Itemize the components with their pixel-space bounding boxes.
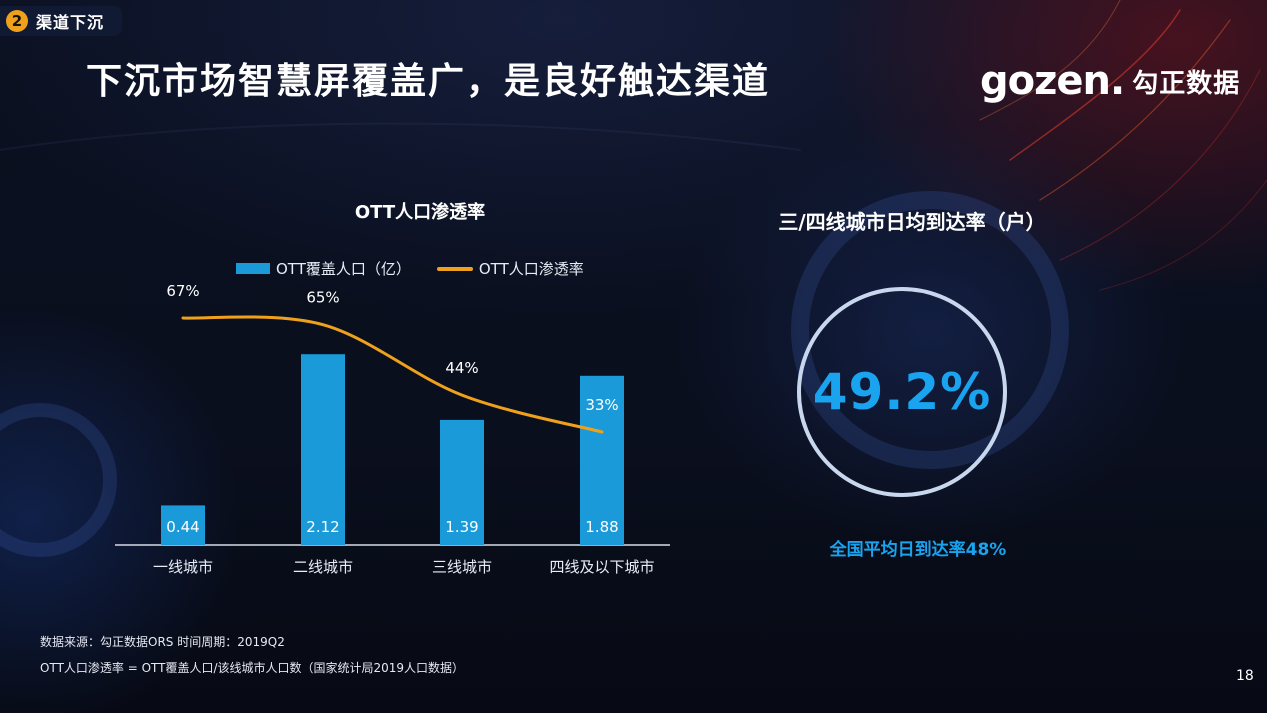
section-label: 渠道下沉 [36, 13, 105, 32]
reach-rate-ring: 49.2% [797, 287, 1007, 497]
x-tick-label: 一线城市 [153, 558, 213, 576]
bar-value-label: 2.12 [306, 518, 339, 536]
page-number: 18 [1236, 668, 1254, 684]
x-tick-label: 四线及以下城市 [549, 558, 654, 576]
bar-value-label: 0.44 [166, 518, 199, 536]
reach-rate-value: 49.2% [812, 363, 992, 421]
bar-1 [161, 505, 205, 545]
logo-mark: gozen. [980, 58, 1125, 104]
penetration-line [181, 315, 604, 434]
legend-line-label: OTT人口渗透率 [478, 260, 584, 278]
logo: gozen. 勾正数据 [980, 58, 1240, 104]
bar-3 [440, 419, 484, 545]
bar-4 [580, 375, 624, 545]
bar-value-label: 1.39 [445, 518, 478, 536]
legend-bar-swatch [236, 263, 270, 274]
logo-text: 勾正数据 [1132, 68, 1241, 99]
national-average-caption: 全国平均日到达率48% [829, 540, 1007, 560]
section-tag: 2 渠道下沉 [0, 6, 122, 36]
source-note: 数据来源：勾正数据ORS 时间周期：2019Q2 [40, 635, 285, 649]
section-number: 2 [6, 10, 28, 32]
line-value-label: 33% [585, 396, 618, 414]
legend-bar-label: OTT覆盖人口（亿） [276, 260, 411, 278]
bar-2 [301, 354, 345, 545]
chart-legend: OTT覆盖人口（亿） OTT人口渗透率 [236, 258, 584, 279]
right-panel-title: 三/四线城市日均到达率（户） [778, 210, 1046, 234]
bar-value-label: 1.88 [585, 518, 618, 536]
line-value-label: 44% [445, 359, 478, 377]
line-value-label: 65% [306, 289, 339, 307]
legend-line-swatch [436, 266, 473, 271]
x-tick-label: 二线城市 [293, 558, 353, 576]
formula-note: OTT人口渗透率 = OTT覆盖人口/该线城市人口数（国家统计局2019人口数据… [40, 661, 465, 675]
page-title: 下沉市场智慧屏覆盖广，是良好触达渠道 [86, 61, 771, 102]
chart-title: OTT人口渗透率 [354, 202, 486, 223]
line-value-label: 67% [166, 282, 199, 300]
x-tick-label: 三线城市 [432, 558, 492, 576]
